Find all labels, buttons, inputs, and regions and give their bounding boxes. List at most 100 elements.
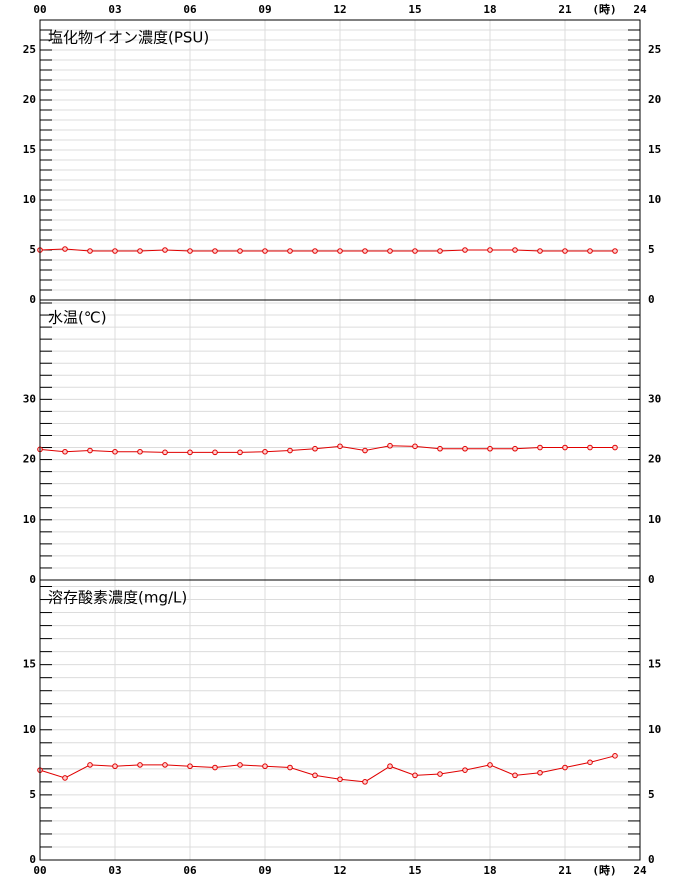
- y2-tick-label: 20: [648, 453, 661, 466]
- data-point: [262, 248, 268, 254]
- data-point: [562, 444, 568, 451]
- data-point: [537, 444, 543, 451]
- data-point: [212, 248, 218, 254]
- x-tick-label: 09: [258, 3, 271, 16]
- data-point: [262, 763, 268, 770]
- data-point: [62, 246, 68, 252]
- y2-tick-label: 30: [648, 392, 661, 405]
- data-point: [337, 443, 343, 450]
- x-tick-label: 06: [183, 3, 197, 16]
- x-tick-label: 12: [333, 3, 346, 16]
- x-tick-label: 12: [333, 864, 346, 877]
- data-point: [362, 248, 368, 254]
- y2-tick-label: 0: [648, 573, 655, 586]
- data-point: [612, 248, 618, 254]
- data-point: [212, 449, 218, 456]
- data-point: [312, 445, 318, 452]
- x-tick-label: 18: [483, 3, 496, 16]
- data-point: [112, 248, 118, 254]
- data-point: [587, 759, 593, 766]
- x-tick-label: 24: [633, 3, 647, 16]
- panel-title: 塩化物イオン濃度(PSU): [48, 29, 209, 47]
- y-tick-label: 15: [23, 143, 36, 156]
- x-tick-label: 06: [183, 864, 197, 877]
- y2-tick-label: 0: [648, 853, 655, 866]
- data-point: [537, 769, 543, 776]
- data-point: [387, 442, 393, 449]
- x-tick-label: 21: [558, 864, 572, 877]
- data-point: [312, 772, 318, 779]
- data-point: [387, 248, 393, 254]
- data-point: [62, 448, 68, 455]
- data-point: [587, 248, 593, 254]
- y2-tick-label: 15: [648, 143, 661, 156]
- y2-tick-label: 10: [648, 723, 661, 736]
- data-point: [187, 248, 193, 254]
- data-point: [137, 248, 143, 254]
- data-point: [187, 449, 193, 456]
- x-tick-label: 09: [258, 864, 271, 877]
- y2-tick-label: 15: [648, 658, 661, 671]
- data-point: [487, 762, 493, 768]
- data-point: [512, 445, 518, 452]
- data-point: [487, 247, 493, 253]
- x-tick-label: 00: [33, 864, 46, 877]
- y-tick-label: 10: [23, 513, 36, 526]
- data-point: [287, 764, 293, 771]
- data-point: [487, 445, 493, 452]
- x-tick-label: 03: [108, 3, 121, 16]
- x-unit-label: (時): [592, 2, 616, 16]
- data-point: [462, 445, 468, 452]
- data-point: [412, 772, 418, 779]
- data-point: [262, 448, 268, 455]
- data-point: [87, 248, 93, 254]
- data-point: [237, 248, 243, 254]
- y-tick-label: 15: [23, 658, 36, 671]
- y-tick-label: 10: [23, 193, 36, 206]
- data-point: [362, 447, 368, 454]
- x-tick-label: 21: [558, 3, 572, 16]
- y-tick-label: 30: [23, 392, 36, 405]
- data-point: [512, 247, 518, 253]
- data-point: [162, 762, 168, 768]
- data-point: [287, 447, 293, 454]
- data-point: [462, 767, 468, 773]
- x-tick-label: 18: [483, 864, 496, 877]
- data-point: [412, 248, 418, 254]
- data-point: [562, 248, 568, 254]
- data-point: [612, 753, 618, 759]
- y2-tick-label: 25: [648, 43, 661, 56]
- data-point: [62, 775, 68, 781]
- y2-tick-label: 5: [648, 243, 655, 256]
- x-tick-label: 24: [633, 864, 647, 877]
- y-tick-label: 0: [29, 573, 36, 586]
- data-point: [137, 448, 143, 455]
- y2-tick-label: 0: [648, 293, 655, 306]
- data-point: [512, 772, 518, 779]
- y2-tick-label: 5: [648, 788, 655, 801]
- y-tick-label: 20: [23, 93, 36, 106]
- data-point: [562, 764, 568, 771]
- data-point: [337, 776, 343, 783]
- data-point: [87, 447, 93, 454]
- panel-title: 水温(℃): [48, 309, 107, 327]
- data-point: [337, 248, 343, 254]
- y2-tick-label: 10: [648, 193, 661, 206]
- data-point: [212, 764, 218, 771]
- data-point: [237, 449, 243, 456]
- data-point: [112, 448, 118, 455]
- x-tick-label: 15: [408, 864, 421, 877]
- y2-tick-label: 20: [648, 93, 661, 106]
- data-point: [387, 763, 393, 770]
- data-point: [162, 247, 168, 253]
- data-point: [437, 445, 443, 452]
- y-tick-label: 5: [29, 243, 36, 256]
- data-point: [537, 248, 543, 254]
- data-point: [312, 248, 318, 254]
- data-point: [112, 763, 118, 770]
- y-tick-label: 5: [29, 788, 36, 801]
- data-line: [39, 755, 616, 783]
- data-point: [237, 762, 243, 768]
- data-point: [187, 763, 193, 770]
